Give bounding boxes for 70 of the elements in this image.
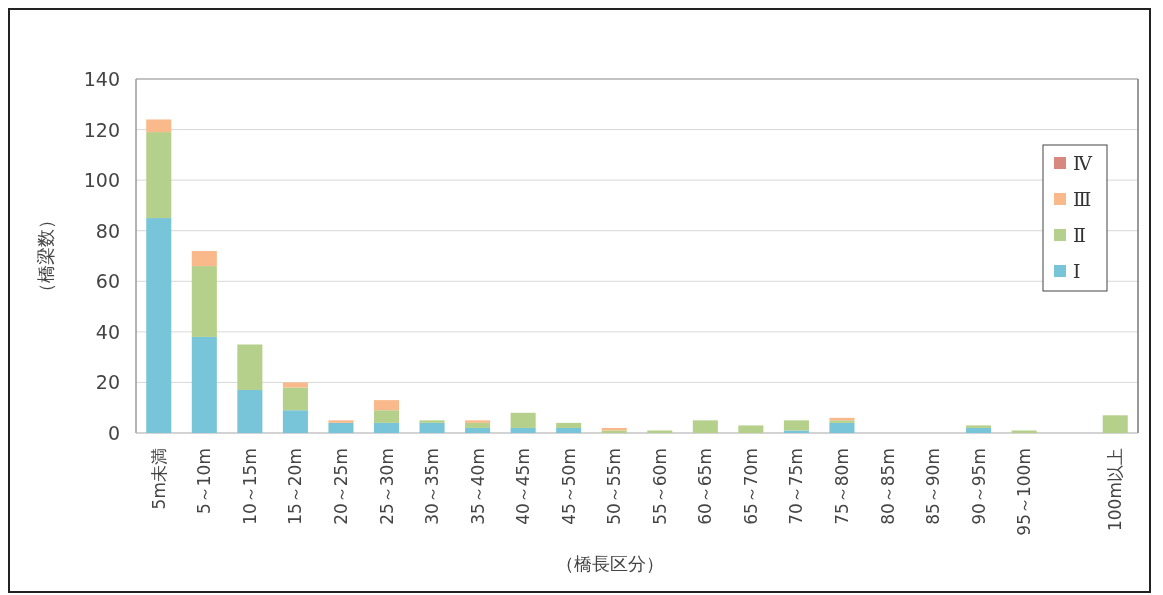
x-tick-label: 35～40m <box>467 448 488 525</box>
bar <box>237 390 263 433</box>
y-tick-label: 20 <box>95 371 120 394</box>
bar <box>146 132 172 219</box>
x-tick-label: 50～55m <box>604 448 625 525</box>
bar <box>465 420 491 423</box>
bar <box>419 420 445 423</box>
bar <box>1011 430 1037 433</box>
bar <box>1102 415 1128 433</box>
bar <box>191 336 217 433</box>
bar <box>191 266 217 337</box>
x-axis-title: （橋長区分） <box>556 553 664 574</box>
bar <box>282 387 308 411</box>
bar <box>465 422 491 428</box>
bar <box>328 420 354 423</box>
legend-label: Ⅳ <box>1073 152 1093 174</box>
bar <box>510 427 536 433</box>
bar <box>556 427 582 433</box>
bar <box>647 430 673 433</box>
bar <box>465 427 491 433</box>
x-tick-label: 25～30m <box>376 448 397 525</box>
bar <box>328 422 354 433</box>
x-tick-label: 40～45m <box>513 448 534 525</box>
x-tick-label: 45～50m <box>558 448 579 525</box>
y-tick-label: 60 <box>95 270 120 293</box>
bar <box>146 119 172 133</box>
bar <box>783 420 809 431</box>
y-axis-title: （橋梁数） <box>35 211 56 301</box>
legend-label: Ⅲ <box>1073 188 1092 210</box>
y-tick-label: 80 <box>95 219 120 242</box>
bar <box>237 344 263 391</box>
x-tick-label: 20～25m <box>330 448 351 525</box>
x-tick-label: 100m以上 <box>1105 448 1126 532</box>
bar <box>373 400 400 411</box>
x-tick-label: 5m未満 <box>148 448 169 510</box>
legend-label: Ⅱ <box>1073 224 1086 246</box>
legend-label: Ⅰ <box>1073 260 1081 282</box>
y-tick-label: 120 <box>83 118 120 141</box>
x-tick-label: 80～85m <box>877 448 898 525</box>
bar <box>966 427 992 433</box>
bar <box>373 422 400 433</box>
x-tick-label: 90～95m <box>968 448 989 525</box>
bar <box>373 410 400 423</box>
bar <box>282 382 308 388</box>
bar <box>829 422 855 433</box>
x-tick-label: 65～70m <box>740 448 761 525</box>
bar <box>692 420 718 433</box>
bar <box>191 250 217 267</box>
bar <box>966 425 992 428</box>
y-tick-label: 140 <box>83 68 120 90</box>
x-tick-label: 10～15m <box>239 448 260 525</box>
x-tick-label: 15～20m <box>285 448 306 525</box>
bar <box>510 412 536 428</box>
x-tick-label: 60～65m <box>695 448 716 525</box>
x-tick-label: 5～10m <box>194 448 215 515</box>
bar <box>783 430 809 433</box>
x-tick-label: 85～90m <box>923 448 944 525</box>
y-tick-label: 0 <box>107 422 120 444</box>
x-tick-label: 55～60m <box>649 448 670 525</box>
x-tick-label: 75～80m <box>831 448 852 525</box>
y-tick-label: 40 <box>95 320 120 343</box>
bar <box>738 425 764 433</box>
bar <box>419 422 445 433</box>
x-tick-label: 70～75m <box>786 448 807 525</box>
x-tick-label: 30～35m <box>422 448 443 525</box>
bar <box>556 422 582 428</box>
y-tick-label: 100 <box>83 169 120 192</box>
x-tick-label: 95～100m <box>1014 448 1035 536</box>
bar <box>146 218 172 433</box>
bar <box>282 410 308 433</box>
